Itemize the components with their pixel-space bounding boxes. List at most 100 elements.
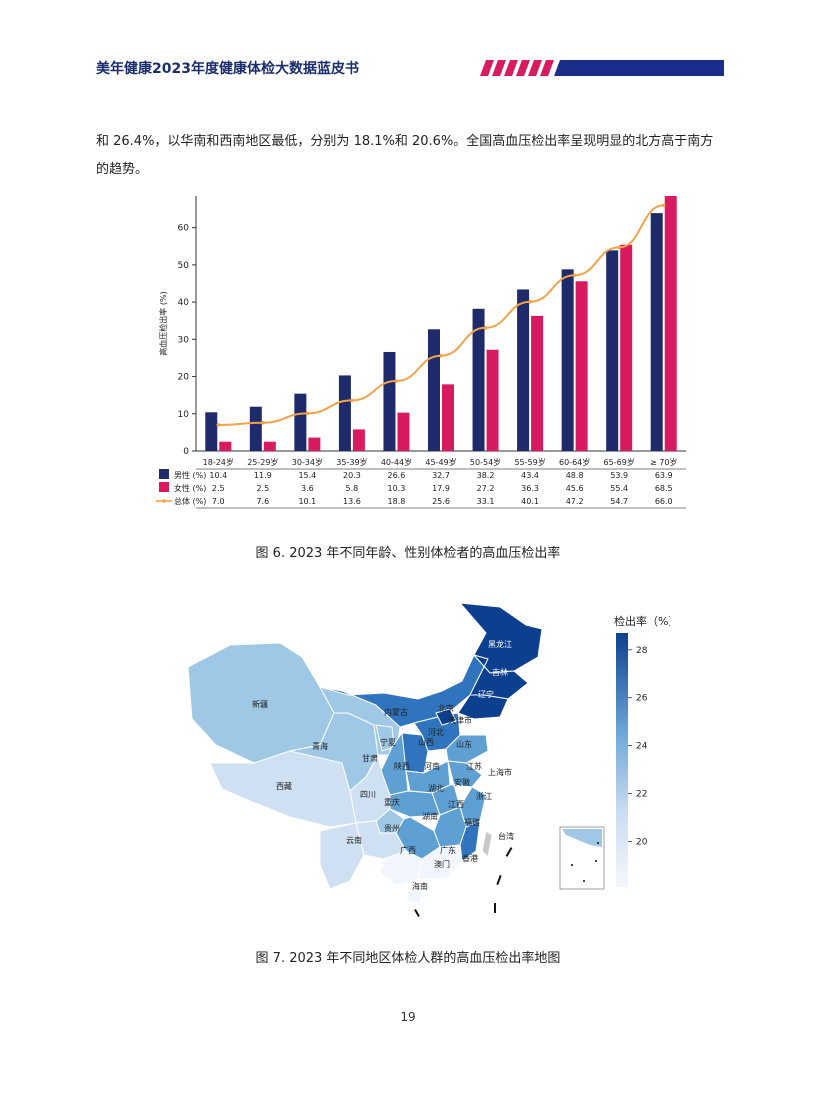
bar-female	[219, 441, 232, 451]
data-table-value: 32.7	[432, 471, 450, 480]
bar-female	[575, 281, 588, 451]
map-label: 四川	[360, 790, 376, 799]
data-table-value: 7.0	[212, 497, 225, 506]
bar-female	[442, 384, 454, 451]
data-table-value: 38.2	[477, 471, 495, 480]
data-table-value: 2.5	[212, 484, 225, 493]
map-label: 湖南	[422, 811, 438, 821]
map-regions	[187, 602, 543, 904]
data-table-value: 55.4	[610, 484, 628, 493]
map-label: 上海市	[488, 767, 512, 777]
data-table-value: 10.4	[209, 471, 227, 480]
data-table-value: 25.6	[432, 497, 450, 506]
colorbar-tick-label: 26	[636, 694, 648, 704]
bar-male	[338, 375, 351, 451]
y-tick-label: 30	[178, 335, 190, 345]
point-total	[617, 245, 621, 250]
x-tick-label: 40-44岁	[381, 457, 412, 467]
report-header-title: 美年健康2023年度健康体检大数据蓝皮书	[96, 61, 359, 77]
hypertension-age-gender-chart: 0 10 20 30 40 50 60 高血压检出率 (%) 18-24岁 25-29岁 30-34…	[156, 196, 686, 509]
line-total	[218, 204, 664, 426]
point-total	[483, 325, 488, 330]
bar-male	[517, 289, 530, 451]
data-table-value: 7.6	[256, 497, 269, 506]
region-taiwan	[481, 830, 493, 859]
body-paragraph: 和 26.4%，以华南和西南地区最低，分别为 18.1%和 20.6%。全国高血…	[96, 134, 714, 177]
map-label: 江西	[448, 800, 464, 809]
x-tick-label: 25-29岁	[247, 457, 278, 467]
map-label: 湖北	[428, 784, 444, 793]
region-jiangsu	[447, 760, 483, 788]
map-label: 贵州	[384, 823, 400, 833]
map-region-labels: 黑龙江 吉林 辽宁 内蒙古 北京 天津市 河北 山西 山东 宁夏 甘肃 陕西 河…	[252, 639, 514, 891]
map-label: 广东	[440, 845, 456, 855]
china-hypertension-map: 黑龙江 吉林 辽宁 内蒙古 北京 天津市 河北 山西 山东 宁夏 甘肃 陕西 河…	[187, 602, 670, 917]
point-total	[661, 203, 666, 208]
point-total	[261, 420, 265, 425]
data-table-value: 40.1	[521, 497, 539, 506]
bar-female	[531, 315, 544, 451]
y-tick-label: 10	[178, 410, 190, 420]
x-tick-label: ≥ 70岁	[650, 457, 677, 467]
data-table-value: 33.1	[477, 497, 495, 506]
map-label: 重庆	[384, 797, 400, 807]
data-table-value: 27.2	[477, 484, 495, 493]
map-label: 青海	[312, 741, 328, 751]
map-label: 河北	[428, 727, 444, 737]
data-table-value: 15.4	[298, 471, 316, 480]
bar-male	[428, 329, 440, 451]
x-tick-label: 55-59岁	[514, 457, 545, 467]
region-guangdong	[417, 844, 463, 880]
page-number: 19	[400, 1010, 416, 1024]
map-label: 江苏	[466, 761, 482, 771]
y-tick-label: 40	[178, 298, 190, 308]
data-table-value: 17.9	[432, 484, 450, 493]
map-label: 西藏	[276, 781, 292, 791]
map-label: 安徽	[454, 777, 470, 787]
point-total	[305, 411, 310, 416]
colorbar-tick-label: 20	[636, 837, 648, 847]
map-label: 云南	[346, 835, 362, 845]
map-label: 浙江	[476, 791, 492, 801]
map-label: 新疆	[252, 699, 268, 709]
x-tick-label: 45-49岁	[425, 457, 456, 467]
map-label: 福建	[464, 817, 480, 827]
bar-female	[397, 412, 410, 451]
data-table-value: 3.6	[301, 484, 314, 493]
map-label: 陕西	[394, 761, 410, 771]
header-stripes-decoration	[480, 60, 724, 76]
data-table-value: 53.9	[610, 471, 628, 480]
point-total	[572, 273, 577, 278]
map-label: 天津市	[448, 715, 472, 725]
bar-male	[650, 213, 663, 451]
legend-label: 女性 (%)	[174, 483, 206, 493]
legend-label: 男性 (%)	[174, 470, 206, 480]
data-table-value: 26.6	[388, 471, 406, 480]
map-label: 宁夏	[380, 737, 396, 747]
y-tick-label: 50	[178, 261, 190, 271]
data-table-value: 54.7	[610, 497, 628, 506]
south-china-sea-inset	[559, 826, 605, 890]
map-label: 黑龙江	[488, 639, 512, 649]
data-table-value: 47.2	[566, 497, 584, 506]
point-total	[350, 398, 354, 403]
map-label: 辽宁	[478, 689, 494, 699]
map-label: 澳门	[434, 859, 450, 869]
point-total	[439, 353, 443, 358]
bar-female	[486, 349, 499, 451]
bar-male	[561, 269, 574, 451]
legend-swatch-female	[159, 482, 169, 492]
region-beijing-tianjin	[435, 708, 457, 726]
data-table-value: 13.6	[343, 497, 361, 506]
data-table-value: 66.0	[655, 497, 673, 506]
data-table-value: 10.3	[388, 484, 406, 493]
point-total	[394, 379, 399, 383]
data-table-value: 43.4	[521, 471, 539, 480]
data-table-value: 10.1	[298, 497, 316, 506]
map-label: 北京	[438, 703, 454, 713]
data-table-value: 48.8	[566, 471, 584, 480]
colorbar-tick-label: 24	[636, 742, 648, 752]
legend-label: 总体 (%)	[174, 496, 206, 506]
map-label: 台湾	[498, 831, 514, 841]
map-label: 山东	[456, 739, 472, 749]
